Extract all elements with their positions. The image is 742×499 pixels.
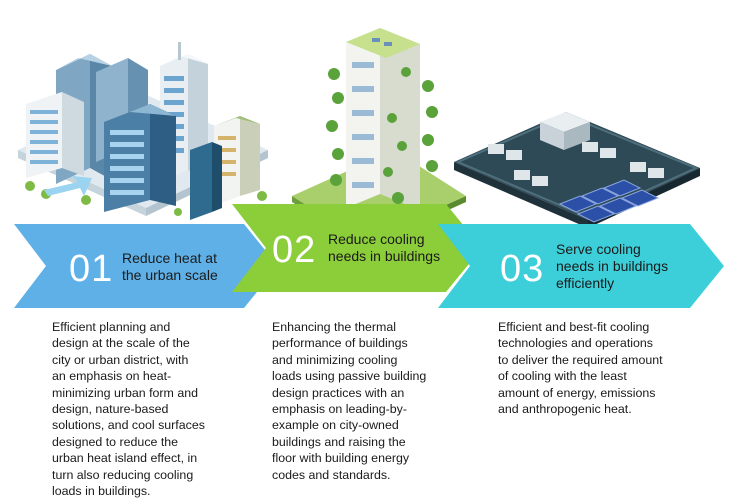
- step-3-chevron: [438, 224, 724, 308]
- step-1-description: Efficient planning and design at the sca…: [52, 320, 205, 499]
- step-3-title: Serve cooling needs in buildings efficie…: [556, 241, 669, 291]
- step-1-chevron: [14, 224, 278, 308]
- step-2-chevron: [232, 204, 482, 292]
- cooling-rooftop-illustration: [454, 112, 700, 228]
- step-2-description: Enhancing the thermal performance of bui…: [272, 320, 427, 482]
- step-3-description: Efficient and best-fit cooling technolog…: [498, 320, 663, 417]
- city-buildings-illustration: [18, 42, 268, 220]
- step-3-number: 03: [500, 248, 545, 290]
- step-1-title: Reduce heat at the urban scale: [122, 250, 218, 283]
- step-1-number: 01: [69, 248, 114, 290]
- step-2-title: Reduce cooling needs in buildings: [328, 231, 441, 264]
- step-2-number: 02: [272, 229, 317, 271]
